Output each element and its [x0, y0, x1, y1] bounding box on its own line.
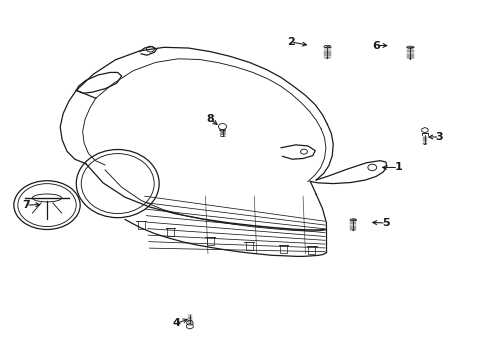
- Text: 3: 3: [435, 132, 442, 142]
- Text: 4: 4: [172, 319, 180, 328]
- Text: 2: 2: [286, 37, 294, 47]
- Text: 6: 6: [371, 41, 379, 50]
- Text: 8: 8: [206, 114, 214, 124]
- Text: 5: 5: [381, 218, 389, 228]
- Text: 1: 1: [393, 162, 401, 172]
- Text: 7: 7: [22, 200, 30, 210]
